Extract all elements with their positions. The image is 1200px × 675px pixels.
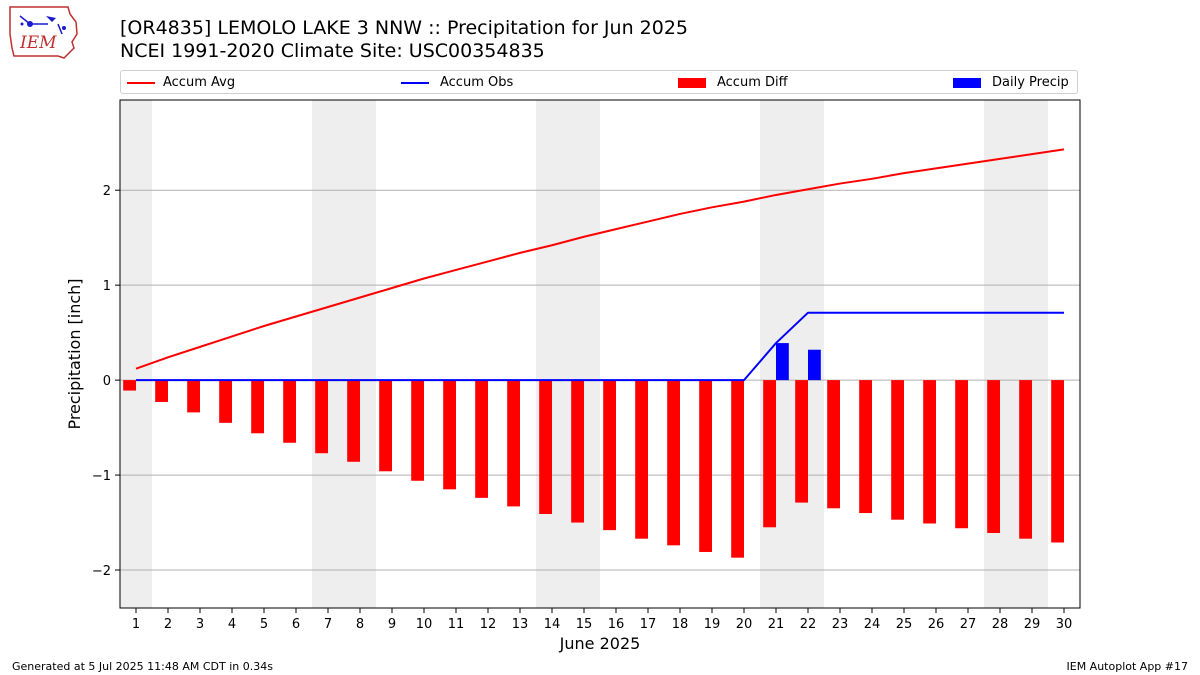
accum-diff-bar-day-13 [507, 380, 520, 507]
weekend-shade-day-7 [312, 100, 344, 608]
x-tick-label: 15 [576, 617, 593, 632]
x-tick-label: 12 [480, 617, 497, 632]
weekend-shade-day-14 [536, 100, 568, 608]
app-identifier: IEM Autoplot App #17 [1066, 660, 1189, 673]
legend-label-accum-avg: Accum Avg [163, 75, 236, 90]
x-tick-label: 4 [228, 617, 236, 632]
y-tick-label: −1 [92, 469, 111, 484]
accum-diff-bar-day-20 [731, 380, 744, 558]
accum-diff-bar-day-30 [1051, 380, 1064, 543]
accum-diff-bar-day-2 [155, 380, 168, 402]
weekend-shade-day-15 [568, 100, 600, 608]
accum-diff-bar-day-3 [187, 380, 200, 413]
accum-diff-bar-day-6 [283, 380, 296, 443]
svg-text:IEM: IEM [19, 33, 57, 53]
x-tick-label: 21 [768, 617, 785, 632]
legend-label-daily-precip: Daily Precip [992, 75, 1069, 90]
accum-diff-bar-day-19 [699, 380, 712, 552]
x-tick-label: 26 [928, 617, 945, 632]
x-tick-label: 13 [512, 617, 529, 632]
x-tick-label: 6 [292, 617, 300, 632]
weekend-shade-day-8 [344, 100, 376, 608]
accum-diff-bar-day-4 [219, 380, 232, 423]
daily-precip-bar-day-21 [776, 343, 789, 381]
accum-diff-bar-day-24 [859, 380, 872, 514]
x-tick-label: 29 [1024, 617, 1041, 632]
x-tick-label: 17 [640, 617, 657, 632]
weekend-shade-day-1 [120, 100, 152, 608]
plot-frame [119, 99, 1081, 609]
chart-title: [OR4835] LEMOLO LAKE 3 NNW :: Precipitat… [120, 17, 689, 39]
x-tick-label: 30 [1056, 617, 1073, 632]
accum-diff-bar-day-12 [475, 380, 488, 498]
accum-diff-bar-day-8 [347, 380, 360, 462]
x-tick-label: 8 [356, 617, 364, 632]
accum-diff-bar-day-27 [955, 380, 968, 529]
x-tick-label: 3 [196, 617, 204, 632]
x-tick-label: 7 [324, 617, 332, 632]
daily-precip-bar-day-22 [808, 349, 821, 381]
x-tick-label: 22 [800, 617, 817, 632]
accum-diff-bar-day-16 [603, 380, 616, 531]
x-tick-label: 10 [416, 617, 433, 632]
x-tick-label: 1 [132, 617, 140, 632]
x-tick-label: 11 [448, 617, 465, 632]
legend-swatch-accum-diff [678, 78, 706, 88]
x-tick-label: 9 [388, 617, 396, 632]
x-tick-label: 27 [960, 617, 977, 632]
y-axis-label: Precipitation [inch] [65, 278, 84, 429]
x-tick-label: 19 [704, 617, 721, 632]
x-tick-label: 23 [832, 617, 849, 632]
x-tick-label: 24 [864, 617, 881, 632]
y-tick-label: −2 [92, 564, 111, 579]
accum-diff-bar-day-14 [539, 380, 552, 514]
accum-diff-bar-day-17 [635, 380, 648, 539]
accum-diff-bar-day-26 [923, 380, 936, 524]
x-tick-label: 2 [164, 617, 172, 632]
y-tick-label: 1 [103, 279, 111, 294]
accum-diff-bar-day-9 [379, 380, 392, 472]
accum-diff-bar-day-11 [443, 380, 456, 490]
x-tick-label: 14 [544, 617, 561, 632]
x-tick-label: 5 [260, 617, 268, 632]
chart-subtitle: NCEI 1991-2020 Climate Site: USC00354835 [120, 40, 545, 62]
accum-diff-bar-day-15 [571, 380, 584, 523]
accum-diff-bar-day-21 [763, 380, 776, 528]
accum-diff-bar-day-25 [891, 380, 904, 520]
y-tick-label: 2 [103, 184, 111, 199]
accum-diff-bar-day-7 [315, 380, 328, 454]
x-axis-label: June 2025 [559, 634, 641, 653]
accum-diff-bar-day-10 [411, 380, 424, 481]
accum-avg-line [135, 148, 1065, 370]
accum-obs-line [136, 311, 1064, 382]
x-tick-label: 20 [736, 617, 753, 632]
accum-diff-bar-day-29 [1019, 380, 1032, 539]
x-tick-label: 25 [896, 617, 913, 632]
accum-diff-bar-day-23 [827, 380, 840, 509]
accum-diff-bar-day-28 [987, 380, 1000, 533]
accum-diff-bar-day-18 [667, 380, 680, 546]
legend-label-accum-obs: Accum Obs [440, 75, 514, 90]
legend-swatch-daily-precip [953, 78, 981, 88]
iem-logo: IEM [6, 4, 82, 60]
x-tick-label: 28 [992, 617, 1009, 632]
accum-diff-bar-day-22 [795, 380, 808, 503]
legend-label-accum-diff: Accum Diff [717, 75, 788, 90]
accum-diff-bar-day-1 [123, 380, 136, 391]
x-tick-label: 16 [608, 617, 625, 632]
accum-diff-bar-day-5 [251, 380, 264, 434]
generated-timestamp: Generated at 5 Jul 2025 11:48 AM CDT in … [12, 660, 273, 673]
y-tick-label: 0 [103, 374, 111, 389]
chart-legend: Accum Avg Accum Obs Accum Diff Daily Pre… [120, 70, 1078, 94]
x-tick-label: 18 [672, 617, 689, 632]
